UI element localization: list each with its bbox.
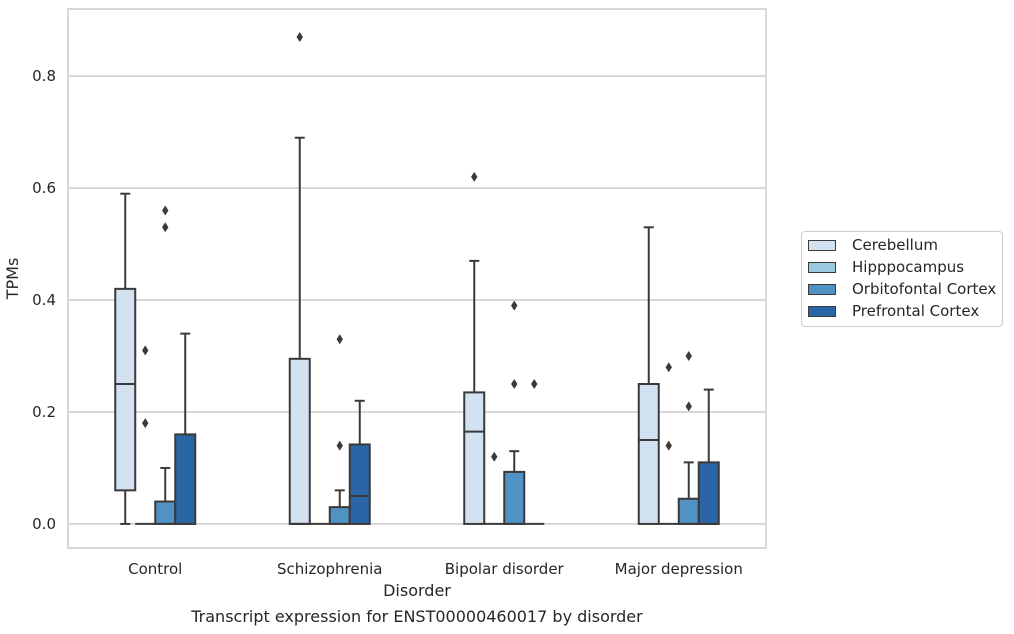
y-tick-labels: 0.0 0.2 0.4 0.6 0.8 — [32, 67, 56, 533]
outlier-point — [471, 171, 478, 182]
box-orbitofontal-cortex-major-depression — [677, 461, 700, 525]
x-tick-label: Schizophrenia — [277, 560, 382, 578]
box-series — [114, 136, 720, 525]
legend-swatch — [808, 261, 836, 273]
box-iqr — [697, 461, 720, 525]
legend-swatch — [808, 283, 836, 295]
box-prefrontal-cortex-control — [174, 332, 197, 525]
legend-label: Prefrontal Cortex — [852, 302, 980, 320]
legend-item: Hipppocampus — [808, 257, 964, 277]
x-axis-label: Disorder — [383, 581, 451, 600]
box-orbitofontal-cortex-bipolar-disorder — [503, 450, 526, 525]
box-prefrontal-cortex-schizophrenia — [348, 399, 371, 525]
outlier-point — [296, 31, 303, 42]
legend-item: Prefrontal Cortex — [808, 301, 979, 321]
legend-swatch — [808, 239, 836, 251]
box-iqr — [328, 506, 351, 525]
y-axis-label: TPMs — [3, 258, 22, 301]
box-iqr — [114, 287, 137, 492]
outlier-point — [336, 440, 343, 451]
outlier-point — [685, 401, 692, 412]
chart-title: Transcript expression for ENST0000046001… — [190, 607, 643, 626]
y-tick-label: 0.2 — [32, 403, 56, 421]
x-tick-label: Major depression — [615, 560, 743, 578]
outlier-point — [685, 351, 692, 362]
x-tick-label: Control — [128, 560, 182, 578]
y-tick-label: 0.8 — [32, 67, 56, 85]
box-cerebellum-bipolar-disorder — [463, 259, 486, 525]
outlier-points — [142, 31, 692, 462]
x-tick-labels: Control Schizophrenia Bipolar disorder Majo… — [128, 560, 743, 578]
outlier-point — [665, 440, 672, 451]
outlier-point — [511, 300, 518, 311]
box-iqr — [637, 383, 660, 525]
y-tick-label: 0.4 — [32, 291, 56, 309]
outlier-point — [531, 379, 538, 390]
box-iqr — [348, 443, 371, 525]
plot-frame — [67, 8, 767, 549]
box-iqr — [174, 433, 197, 525]
legend: Cerebellum Hipppocampus Orbitofontal Corte… — [801, 231, 1003, 327]
box-iqr — [154, 500, 177, 525]
y-tick-label: 0.0 — [32, 515, 56, 533]
box-iqr — [288, 357, 311, 525]
legend-label: Orbitofontal Cortex — [852, 280, 997, 298]
legend-item: Cerebellum — [808, 235, 938, 255]
box-cerebellum-major-depression — [637, 226, 660, 525]
legend-item: Orbitofontal Cortex — [808, 279, 996, 299]
x-tick-label: Bipolar disorder — [445, 560, 565, 578]
y-tick-label: 0.6 — [32, 179, 56, 197]
box-prefrontal-cortex-major-depression — [697, 388, 720, 525]
legend-label: Cerebellum — [852, 236, 938, 254]
box-iqr — [677, 497, 700, 525]
outlier-point — [491, 451, 498, 462]
legend-swatch — [808, 305, 836, 317]
box-iqr — [463, 391, 486, 525]
outlier-point — [162, 222, 169, 233]
outlier-point — [162, 205, 169, 216]
box-cerebellum-control — [114, 192, 137, 525]
box-orbitofontal-cortex-control — [154, 466, 177, 525]
outlier-point — [142, 418, 149, 429]
box-orbitofontal-cortex-schizophrenia — [328, 489, 351, 525]
outlier-point — [665, 362, 672, 373]
box-iqr — [503, 470, 526, 525]
box-cerebellum-schizophrenia — [288, 136, 311, 525]
outlier-point — [142, 345, 149, 356]
legend-label: Hipppocampus — [852, 258, 965, 276]
gridlines — [68, 75, 766, 525]
outlier-point — [336, 334, 343, 345]
outlier-point — [511, 379, 518, 390]
